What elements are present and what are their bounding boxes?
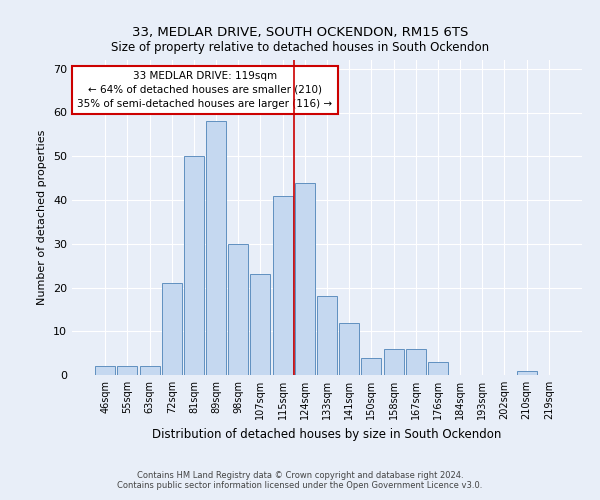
Bar xyxy=(406,349,426,375)
Text: 33, MEDLAR DRIVE, SOUTH OCKENDON, RM15 6TS: 33, MEDLAR DRIVE, SOUTH OCKENDON, RM15 6… xyxy=(132,26,468,39)
Bar xyxy=(162,283,182,375)
Bar xyxy=(95,366,115,375)
Bar xyxy=(361,358,382,375)
Bar xyxy=(295,182,315,375)
Bar xyxy=(118,366,137,375)
Bar xyxy=(228,244,248,375)
Bar xyxy=(517,370,536,375)
Bar xyxy=(184,156,204,375)
Bar xyxy=(206,121,226,375)
Bar xyxy=(140,366,160,375)
Text: 33 MEDLAR DRIVE: 119sqm
← 64% of detached houses are smaller (210)
35% of semi-d: 33 MEDLAR DRIVE: 119sqm ← 64% of detache… xyxy=(77,71,332,109)
X-axis label: Distribution of detached houses by size in South Ockendon: Distribution of detached houses by size … xyxy=(152,428,502,440)
Bar xyxy=(317,296,337,375)
Bar xyxy=(383,349,404,375)
Bar xyxy=(272,196,293,375)
Text: Size of property relative to detached houses in South Ockendon: Size of property relative to detached ho… xyxy=(111,41,489,54)
Bar xyxy=(428,362,448,375)
Bar xyxy=(339,322,359,375)
Bar xyxy=(250,274,271,375)
Y-axis label: Number of detached properties: Number of detached properties xyxy=(37,130,47,305)
Text: Contains HM Land Registry data © Crown copyright and database right 2024.
Contai: Contains HM Land Registry data © Crown c… xyxy=(118,470,482,490)
